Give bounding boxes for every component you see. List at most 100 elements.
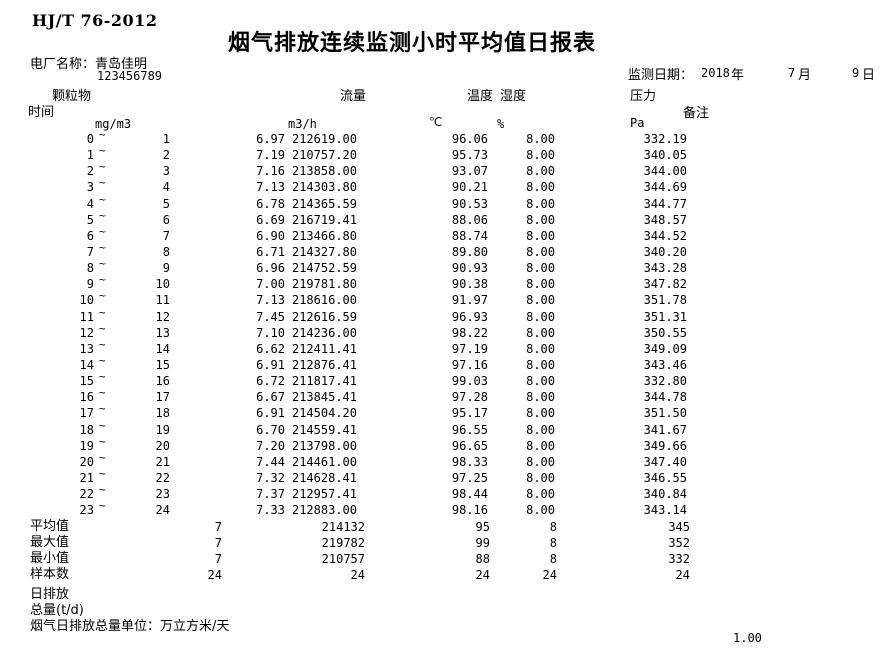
cell-pm: 7.10 xyxy=(256,325,285,340)
daily-emission-label-line1: 日排放 xyxy=(30,587,70,602)
cell-pressure: 344.52 xyxy=(643,228,687,243)
cell-temp: 88.06 xyxy=(451,212,488,227)
cell-flow: 211817.41 xyxy=(291,374,357,389)
cell-hour-from: 18 xyxy=(79,422,94,437)
cell-time-separator: ~ xyxy=(99,337,106,351)
cell-pm: 6.91 xyxy=(256,406,285,421)
cell-time-separator: ~ xyxy=(99,386,106,400)
cell-hour-from: 2 xyxy=(86,164,94,179)
cell-hour-from: 14 xyxy=(79,357,94,372)
cell-pressure: 343.46 xyxy=(643,357,687,372)
table-row: 9 ~ 10 7.00 219781.80 90.38 8.00 347.82 xyxy=(0,273,687,292)
cell-temp: 88.74 xyxy=(451,228,488,243)
cell-humidity: 8.00 xyxy=(526,325,555,340)
summary-pm: 7 xyxy=(214,536,222,550)
table-row: 5 ~ 6 6.69 216719.41 88.06 8.00 348.57 xyxy=(0,209,687,228)
cell-time-separator: ~ xyxy=(99,321,106,335)
cell-time-separator: ~ xyxy=(99,434,106,448)
stray-backtick: ` xyxy=(30,66,38,80)
summary-temp: 95 xyxy=(475,520,490,534)
unit-flow: m3/h xyxy=(288,117,317,131)
table-row: 15 ~ 16 6.72 211817.41 99.03 8.00 332.80 xyxy=(0,370,687,389)
col-header-humidity: 湿度 xyxy=(500,89,527,104)
cell-humidity: 8.00 xyxy=(526,422,555,437)
cell-pm: 7.37 xyxy=(256,487,285,502)
cell-time-separator: ~ xyxy=(99,273,106,287)
cell-pressure: 344.69 xyxy=(643,180,687,195)
summary-pressure: 345 xyxy=(668,520,690,534)
summary-pressure: 352 xyxy=(668,536,690,550)
cell-temp: 90.21 xyxy=(451,180,488,195)
summary-table: 平均值 7 214132 95 8 345 最大值 7 219782 99 8 … xyxy=(0,519,690,583)
cell-humidity: 8.00 xyxy=(526,438,555,453)
cell-humidity: 8.00 xyxy=(526,261,555,276)
date-day-unit: 日 xyxy=(862,68,876,83)
cell-pm: 7.20 xyxy=(256,438,285,453)
cell-hour-to: 9 xyxy=(162,261,170,276)
summary-label: 平均值 xyxy=(30,519,70,534)
cell-humidity: 8.00 xyxy=(526,148,555,163)
cell-pressure: 351.78 xyxy=(643,293,687,308)
cell-pm: 6.96 xyxy=(256,261,285,276)
cell-flow: 212883.00 xyxy=(291,503,357,518)
cell-flow: 213845.41 xyxy=(291,390,357,405)
summary-pm: 7 xyxy=(214,520,222,534)
cell-hour-to: 12 xyxy=(155,309,170,324)
cell-temp: 89.80 xyxy=(451,244,488,259)
cell-hour-from: 11 xyxy=(79,309,94,324)
table-row: 13 ~ 14 6.62 212411.41 97.19 8.00 349.09 xyxy=(0,338,687,357)
cell-time-separator: ~ xyxy=(99,418,106,432)
table-row: 12 ~ 13 7.10 214236.00 98.22 8.00 350.55 xyxy=(0,322,687,341)
cell-humidity: 8.00 xyxy=(526,503,555,518)
cell-humidity: 8.00 xyxy=(526,180,555,195)
cell-temp: 97.16 xyxy=(451,357,488,372)
cell-temp: 95.73 xyxy=(451,148,488,163)
cell-pressure: 341.67 xyxy=(643,422,687,437)
cell-hour-to: 19 xyxy=(155,422,170,437)
cell-hour-from: 5 xyxy=(86,212,94,227)
cell-flow: 214303.80 xyxy=(291,180,357,195)
table-row: 23 ~ 24 7.33 212883.00 98.16 8.00 343.14 xyxy=(0,499,687,518)
cell-flow: 212616.59 xyxy=(291,309,357,324)
cell-time-separator: ~ xyxy=(99,466,106,480)
cell-flow: 214504.20 xyxy=(291,406,357,421)
cell-pm: 7.32 xyxy=(256,470,285,485)
cell-hour-from: 7 xyxy=(86,244,94,259)
cell-hour-to: 8 xyxy=(162,244,170,259)
cell-temp: 90.93 xyxy=(451,261,488,276)
cell-temp: 98.44 xyxy=(451,487,488,502)
page-number: 1.00 xyxy=(733,631,762,645)
cell-humidity: 8.00 xyxy=(526,196,555,211)
cell-temp: 96.55 xyxy=(451,422,488,437)
summary-humidity: 8 xyxy=(549,552,557,566)
cell-temp: 98.33 xyxy=(451,454,488,469)
col-header-remark: 备注 xyxy=(683,106,710,121)
cell-pm: 6.62 xyxy=(256,341,285,356)
flue-gas-unit-note: 烟气日排放总量单位：万立方米/天 xyxy=(30,619,230,634)
table-row: 18 ~ 19 6.70 214559.41 96.55 8.00 341.67 xyxy=(0,419,687,438)
cell-hour-to: 16 xyxy=(155,374,170,389)
cell-hour-from: 10 xyxy=(79,293,94,308)
cell-pressure: 347.82 xyxy=(643,277,687,292)
cell-time-separator: ~ xyxy=(99,160,106,174)
cell-pm: 6.67 xyxy=(256,390,285,405)
plant-name-line: 电厂名称：青岛佳明 xyxy=(30,57,148,72)
cell-hour-to: 14 xyxy=(155,341,170,356)
summary-humidity: 8 xyxy=(549,536,557,550)
unit-pm: mg/m3 xyxy=(95,117,132,131)
cell-hour-from: 9 xyxy=(86,277,94,292)
table-row: 8 ~ 9 6.96 214752.59 90.93 8.00 343.28 xyxy=(0,257,687,276)
cell-time-separator: ~ xyxy=(99,176,106,190)
cell-flow: 212876.41 xyxy=(291,357,357,372)
cell-temp: 98.22 xyxy=(451,325,488,340)
cell-hour-to: 17 xyxy=(155,390,170,405)
cell-hour-to: 20 xyxy=(155,438,170,453)
cell-pressure: 344.77 xyxy=(643,196,687,211)
cell-flow: 214461.00 xyxy=(291,454,357,469)
cell-temp: 96.65 xyxy=(451,438,488,453)
cell-pressure: 343.14 xyxy=(643,503,687,518)
cell-temp: 97.28 xyxy=(451,390,488,405)
summary-humidity: 24 xyxy=(542,568,557,582)
cell-hour-from: 12 xyxy=(79,325,94,340)
